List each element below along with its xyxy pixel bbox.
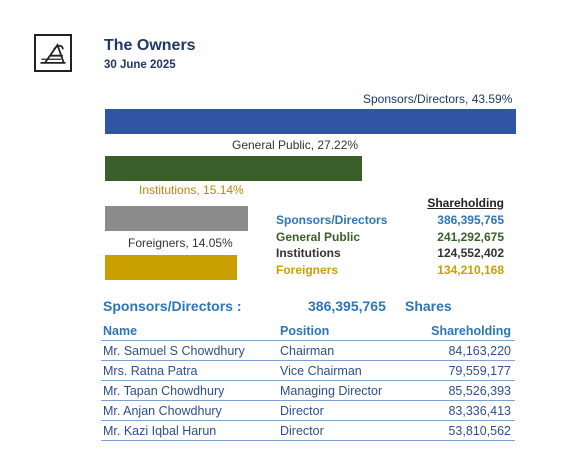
summary-heading: Shareholding bbox=[427, 196, 504, 210]
summary-row: Foreigners 134,210,168 bbox=[276, 263, 504, 279]
director-shareholding: 53,810,562 bbox=[415, 420, 515, 441]
table-row: Mr. Samuel S Chowdhury Chairman 84,163,220 bbox=[101, 340, 515, 361]
bar-label-institutions: Institutions, 15.14% bbox=[139, 183, 244, 197]
summary-value: 386,395,765 bbox=[437, 213, 504, 227]
bar-foreigners bbox=[105, 255, 237, 280]
summary-row: General Public 241,292,675 bbox=[276, 230, 504, 246]
ownership-bar-chart: Sponsors/Directors, 43.59% General Public… bbox=[105, 92, 516, 280]
directors-table: Name Position Shareholding Mr. Samuel S … bbox=[101, 321, 515, 441]
summary-name: Institutions bbox=[276, 246, 341, 260]
page-title: The Owners bbox=[104, 37, 196, 54]
director-position: Vice Chairman bbox=[278, 360, 415, 381]
director-position: Director bbox=[278, 420, 415, 441]
col-header-position: Position bbox=[278, 321, 415, 341]
bar-institutions bbox=[105, 206, 248, 231]
summary-value: 124,552,402 bbox=[437, 246, 504, 260]
director-position: Managing Director bbox=[278, 380, 415, 401]
summary-row: Institutions 124,552,402 bbox=[276, 246, 504, 262]
director-name: Mr. Anjan Chowdhury bbox=[101, 400, 278, 421]
director-position: Chairman bbox=[278, 340, 415, 361]
table-row: Mr. Kazi Iqbal Harun Director 53,810,562 bbox=[101, 420, 515, 441]
col-header-shareholding: Shareholding bbox=[415, 321, 515, 341]
summary-name: Foreigners bbox=[276, 262, 339, 277]
summary-value: 134,210,168 bbox=[437, 262, 504, 277]
table-row: Mr. Tapan Chowdhury Managing Director 85,5… bbox=[101, 380, 515, 401]
director-name: Mr. Samuel S Chowdhury bbox=[101, 340, 278, 361]
bar-label-foreigners: Foreigners, 14.05% bbox=[128, 236, 233, 250]
director-shareholding: 84,163,220 bbox=[415, 340, 515, 361]
logo-icon bbox=[40, 43, 66, 64]
table-header-row: Name Position Shareholding bbox=[101, 321, 515, 341]
table-row: Mrs. Ratna Patra Vice Chairman 79,559,177 bbox=[101, 360, 515, 381]
sponsors-total: 386,395,765 bbox=[308, 298, 386, 314]
summary-name: Sponsors/Directors bbox=[276, 213, 388, 227]
director-shareholding: 83,336,413 bbox=[415, 400, 515, 421]
director-position: Director bbox=[278, 400, 415, 421]
director-shareholding: 79,559,177 bbox=[415, 360, 515, 381]
col-header-name: Name bbox=[101, 321, 278, 341]
summary-name: General Public bbox=[276, 229, 361, 244]
sponsors-label: Sponsors/Directors : bbox=[103, 298, 242, 314]
summary-value: 241,292,675 bbox=[437, 229, 504, 244]
page-date: 30 June 2025 bbox=[104, 59, 176, 71]
director-name: Mr. Tapan Chowdhury bbox=[101, 380, 278, 401]
bar-label-sponsors-directors: Sponsors/Directors, 43.59% bbox=[363, 92, 513, 106]
bar-label-general-public: General Public, 27.22% bbox=[232, 138, 359, 152]
director-shareholding: 85,526,393 bbox=[415, 380, 515, 401]
bar-sponsors-directors bbox=[105, 109, 516, 134]
director-name: Mr. Kazi Iqbal Harun bbox=[101, 420, 278, 441]
director-name: Mrs. Ratna Patra bbox=[101, 360, 278, 381]
company-logo bbox=[34, 34, 72, 72]
bar-general-public bbox=[105, 156, 362, 181]
table-row: Mr. Anjan Chowdhury Director 83,336,413 bbox=[101, 400, 515, 421]
sponsors-unit: Shares bbox=[405, 298, 452, 314]
summary-row: Sponsors/Directors 386,395,765 bbox=[276, 213, 504, 229]
